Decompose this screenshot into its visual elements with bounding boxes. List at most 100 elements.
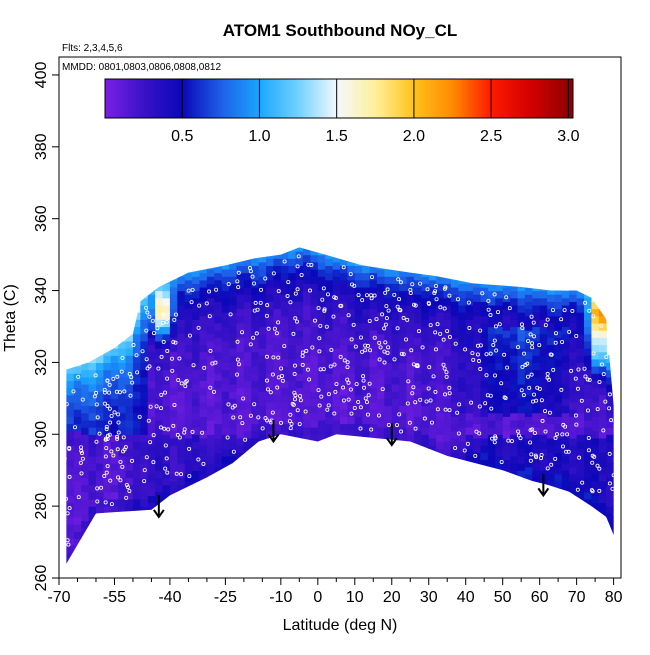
heat-cell: [547, 423, 556, 432]
heat-cell: [450, 286, 459, 295]
heat-cell: [206, 297, 215, 306]
heat-cell: [510, 412, 519, 421]
heat-cell: [450, 308, 459, 317]
heat-cell: [110, 362, 119, 371]
heat-cell: [554, 330, 563, 338]
heat-cell: [413, 373, 422, 381]
sample-point: [427, 365, 432, 370]
y-tick-label: 320: [33, 349, 50, 376]
sample-point: [204, 301, 209, 306]
heat-cell: [487, 419, 496, 428]
heat-cell: [510, 276, 519, 284]
heat-cell: [110, 427, 119, 435]
sample-point: [104, 427, 109, 432]
heat-cell: [584, 290, 593, 299]
heat-cell: [184, 416, 193, 425]
sample-point: [435, 322, 440, 327]
heat-cell: [502, 459, 511, 468]
heat-cell: [66, 362, 67, 371]
heat-cell: [421, 333, 430, 342]
heat-cell: [169, 459, 178, 468]
heat-cell: [155, 463, 164, 471]
heat-cell: [125, 477, 134, 486]
heat-cell: [243, 308, 252, 317]
heat-cell: [332, 276, 341, 284]
heat-cell: [576, 297, 585, 306]
sample-point: [457, 402, 462, 407]
heat-cell: [280, 315, 289, 324]
heat-cell: [524, 373, 533, 381]
sample-point: [372, 335, 377, 340]
heat-cell: [332, 247, 341, 256]
heat-cell: [362, 387, 371, 396]
heat-cell: [487, 412, 496, 421]
heat-cell: [480, 445, 489, 453]
heat-cell: [554, 366, 563, 374]
colorbar-tick-label: 3.0: [557, 128, 579, 145]
sample-point: [525, 374, 530, 379]
heat-cell: [88, 376, 97, 385]
heat-cell: [428, 315, 437, 324]
sample-point: [276, 375, 281, 380]
sample-point: [480, 291, 485, 296]
heat-cell: [480, 286, 489, 295]
sample-point: [523, 362, 528, 367]
heat-cell: [598, 366, 607, 374]
heat-cell: [406, 419, 415, 428]
heat-cell: [428, 265, 437, 274]
heat-cell: [325, 337, 334, 346]
heat-cell: [547, 430, 556, 439]
sample-point: [351, 322, 356, 327]
heat-cell: [413, 409, 422, 417]
heat-cell: [229, 419, 238, 428]
heat-cell: [524, 366, 533, 374]
heat-cell: [436, 276, 445, 284]
heat-cell: [73, 387, 82, 396]
heat-cell: [413, 423, 422, 432]
heat-cell: [369, 387, 378, 396]
heat-cell: [554, 315, 563, 324]
heat-cell: [510, 297, 519, 306]
heat-cell: [598, 344, 607, 353]
heat-cell: [384, 268, 393, 277]
heat-cell: [118, 470, 127, 478]
heat-cell: [399, 362, 408, 371]
sample-point: [196, 325, 201, 330]
heat-cell: [362, 294, 371, 302]
sample-point: [601, 372, 606, 377]
sample-point: [563, 424, 568, 429]
sample-point: [488, 313, 493, 318]
heat-cell: [184, 380, 193, 389]
heat-cell: [606, 484, 614, 493]
heat-cell: [450, 301, 459, 310]
sample-point: [264, 378, 269, 383]
heat-cell: [81, 513, 90, 522]
heat-cell: [236, 301, 245, 310]
heat-cell: [532, 434, 541, 443]
heat-cell: [295, 247, 304, 252]
heat-cell: [443, 348, 452, 356]
heat-cell: [118, 398, 127, 407]
heat-cell: [266, 315, 275, 324]
sample-point: [428, 398, 433, 403]
sample-point: [260, 426, 265, 431]
heat-cell: [288, 251, 297, 259]
heat-cell: [88, 362, 97, 371]
heat-cell: [266, 294, 275, 302]
heat-cell: [103, 405, 112, 414]
heat-cell: [598, 330, 607, 338]
sample-point: [240, 330, 245, 335]
heat-cell: [177, 484, 186, 493]
heat-cell: [443, 290, 452, 299]
heat-cell: [554, 473, 563, 482]
heat-cell: [495, 326, 504, 335]
heat-cell: [436, 326, 445, 335]
heat-cell: [539, 412, 548, 421]
sample-point: [270, 372, 275, 377]
sample-point: [256, 415, 261, 420]
heat-cell: [450, 358, 459, 367]
heat-cell: [510, 369, 519, 378]
sample-point: [211, 389, 216, 394]
sample-point: [424, 399, 429, 404]
heat-cell: [495, 304, 504, 313]
